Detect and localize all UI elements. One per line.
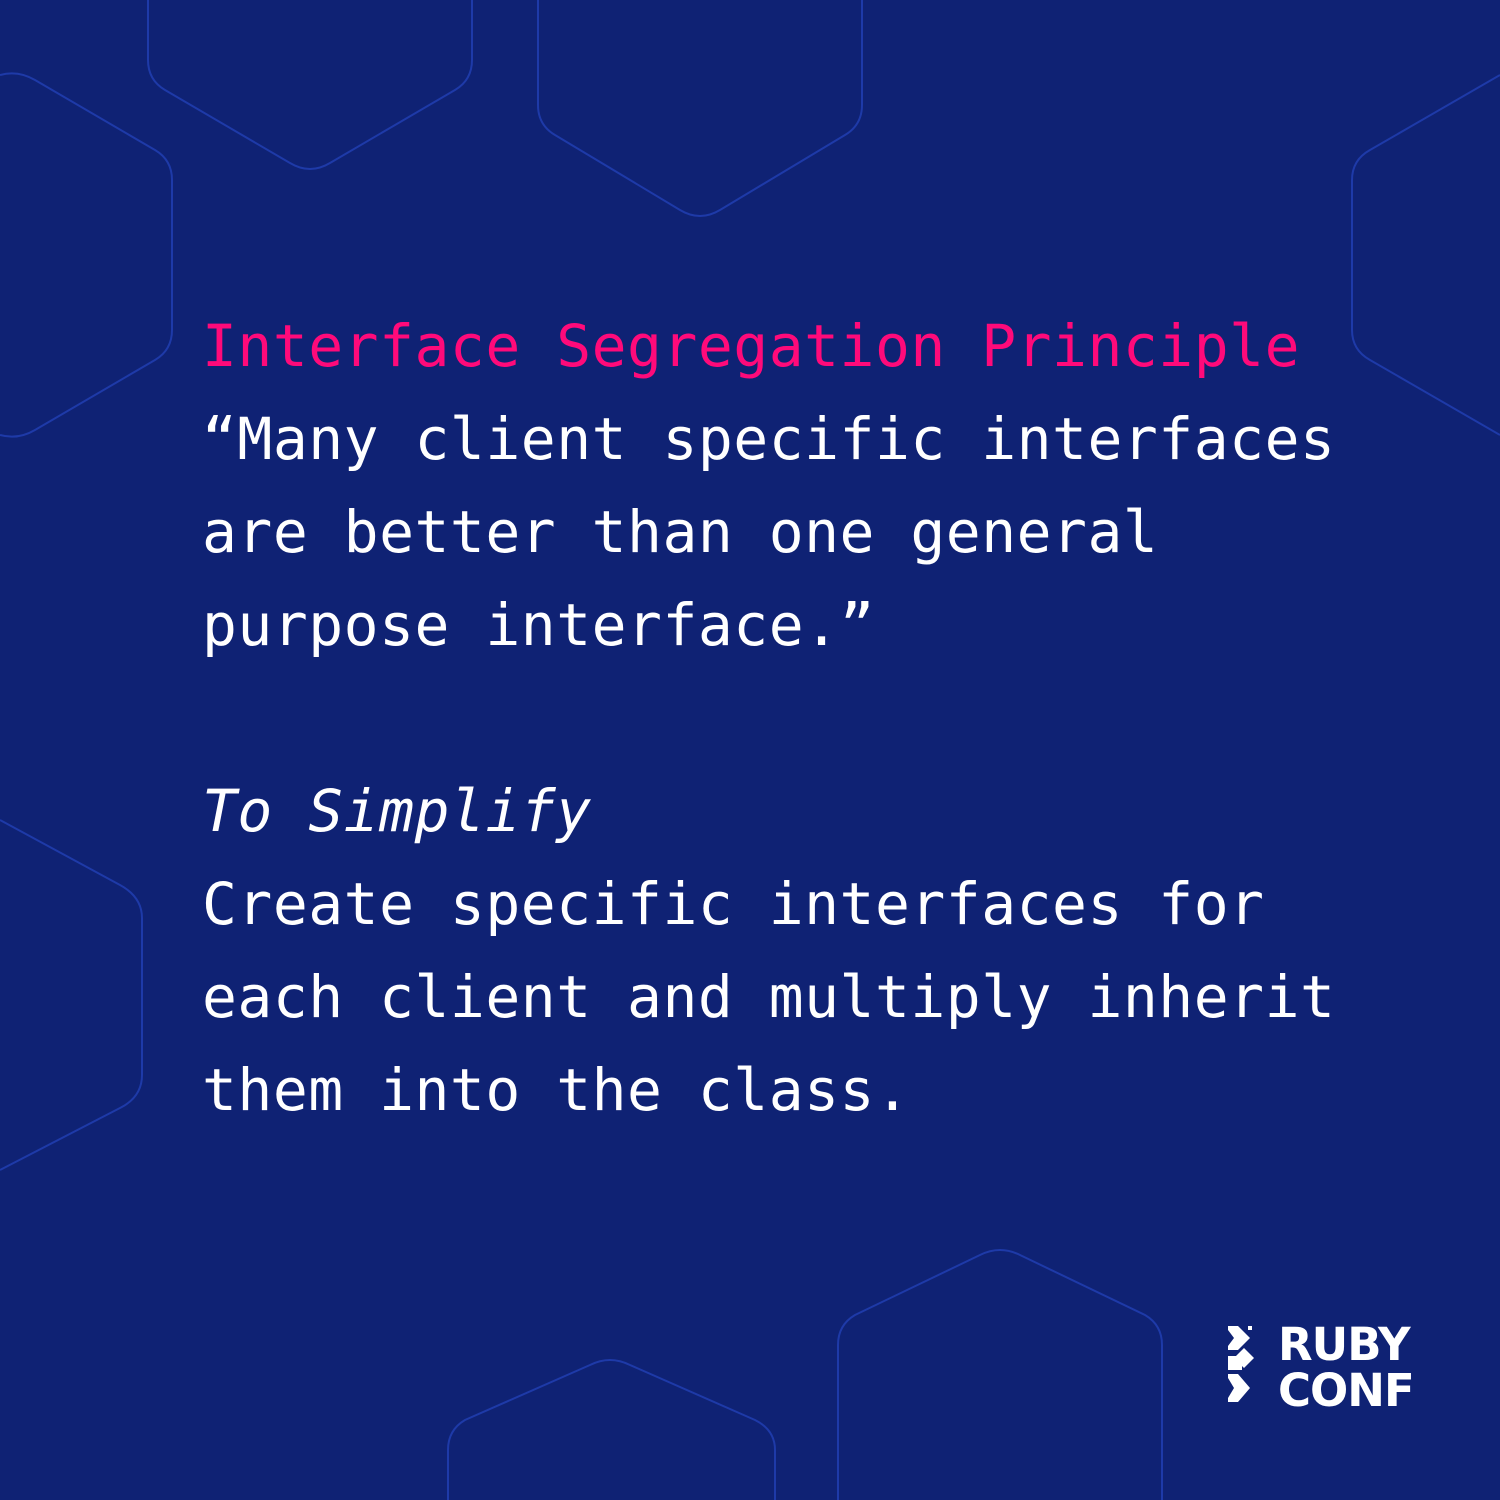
- summary-line: each client and multiply inherit: [202, 963, 1336, 1031]
- summary-line: them into the class.: [202, 1056, 911, 1124]
- logo-line-ruby: RUBY: [1278, 1318, 1411, 1371]
- rubyconf-wordmark: RUBY CONF: [1278, 1318, 1415, 1417]
- summary-line: Create specific interfaces for: [202, 870, 1265, 938]
- hexagon-outline: [537, 0, 863, 217]
- principle-title: Interface Segregation Principle: [202, 312, 1300, 380]
- quote-line: are better than one general: [202, 498, 1159, 566]
- hexagon-outline: [147, 0, 473, 170]
- simplify-heading: To Simplify: [202, 777, 592, 845]
- spacer: [202, 672, 1402, 765]
- principle-card: Interface Segregation Principle “Many cl…: [202, 300, 1402, 1137]
- hexagon-outline: [447, 1359, 776, 1500]
- hexagon-outline: [0, 72, 173, 438]
- quote-line: purpose interface.”: [202, 591, 875, 659]
- hexagon-outline: [837, 1249, 1163, 1500]
- rubyconf-logo: RUBY CONF: [1228, 1322, 1438, 1414]
- hexagon-outline: [0, 819, 143, 1171]
- rubyconf-logo-mark-icon: [1228, 1326, 1254, 1402]
- logo-line-conf: CONF: [1278, 1364, 1415, 1417]
- quote-line: “Many client specific interfaces: [202, 405, 1336, 473]
- hexagon-outline: [1351, 74, 1500, 436]
